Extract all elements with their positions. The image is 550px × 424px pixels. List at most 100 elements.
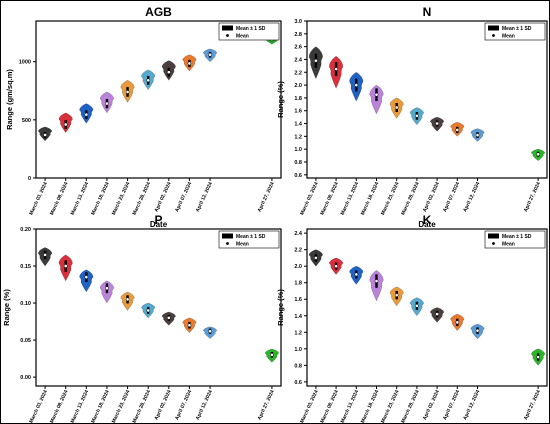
x-tick-label: March 08, 2024 [49, 389, 70, 423]
y-tick-label: 2.0 [294, 83, 302, 89]
x-tick-label: April 02, 2024 [422, 389, 441, 421]
legend-box [484, 230, 546, 249]
chart-title: AGB [145, 5, 172, 19]
y-tick-label: 500 [22, 118, 31, 124]
mean-point-5 [415, 303, 419, 308]
legend-mean-swatch [492, 34, 495, 37]
y-axis-label: Range (gm/sq.m) [5, 69, 14, 130]
x-tick-label: March 23, 2024 [111, 389, 132, 423]
mean-point-8 [475, 328, 480, 333]
x-tick-label: March 03, 2024 [28, 181, 49, 216]
plot-area-border [306, 20, 548, 179]
x-tick-label: March 23, 2024 [380, 389, 401, 423]
x-tick-label: March 18, 2024 [90, 181, 111, 216]
mean-point-7 [187, 323, 192, 328]
mean-point-4 [125, 90, 130, 94]
y-tick-label: 2.2 [294, 248, 302, 254]
legend: Mean ± 1 SD Mean [218, 22, 280, 41]
y-tick-label: 0.6 [294, 173, 302, 179]
y-tick-label: 1.6 [294, 109, 302, 115]
y-axis-label: Range (%) [276, 81, 285, 118]
y-tick-label: 1.6 [294, 297, 302, 303]
mean-point-6 [166, 316, 171, 320]
x-tick-label: April 07, 2024 [442, 181, 461, 213]
chart-panel-n: N 0.6 0.8 1.0 1.2 1.4 1.6 1.8 2.0 2.2 2.4 2.6 2.8 3.0… [276, 5, 548, 229]
mean-point-2 [354, 272, 359, 277]
x-tick-label: April 27, 2024 [523, 389, 542, 421]
legend-box [484, 22, 546, 41]
mean-point-6 [166, 70, 171, 75]
mean-point-0 [43, 253, 47, 257]
legend: Mean ± 1 SD Mean [218, 230, 280, 249]
plot-area-border [306, 228, 548, 387]
mean-point-8 [475, 133, 480, 137]
legend-sd-swatch [488, 233, 499, 239]
mean-point-9 [270, 353, 274, 357]
x-tick-label: March 23, 2024 [380, 181, 401, 216]
x-tick-label: April 07, 2024 [442, 389, 461, 421]
mean-point-5 [415, 113, 419, 118]
mean-point-3 [105, 101, 109, 106]
chart-panel-agb: AGB 0 500 1000 Range (gm/sq.m) March 03, 2024… [5, 5, 282, 229]
y-tick-label: 3.0 [294, 19, 302, 25]
mean-point-2 [354, 83, 359, 87]
chart-title: P [154, 213, 162, 227]
mean-point-5 [146, 308, 151, 313]
legend-sd-swatch [488, 25, 499, 31]
y-tick-label: 1.8 [294, 281, 302, 287]
x-tick-label: April 12, 2024 [195, 389, 214, 421]
chart-title: K [423, 213, 432, 227]
mean-point-7 [455, 128, 460, 132]
x-tick-label: March 03, 2024 [28, 389, 49, 423]
mean-point-4 [125, 297, 130, 302]
mean-point-9 [536, 355, 540, 359]
y-tick-label: 2.6 [294, 45, 302, 51]
y-tick-label: 1.4 [294, 314, 303, 320]
x-tick-label: March 18, 2024 [360, 181, 381, 216]
mean-point-1 [334, 264, 338, 269]
y-axis-label: Range (%) [276, 289, 285, 326]
mean-point-6 [435, 121, 439, 126]
y-tick-label: 0.6 [294, 380, 302, 386]
mean-point-1 [63, 264, 68, 268]
x-tick-label: April 02, 2024 [422, 181, 441, 213]
mean-point-0 [43, 133, 47, 137]
mean-point-7 [187, 61, 192, 66]
legend-sd-swatch [222, 233, 233, 239]
x-tick-label: April 07, 2024 [174, 389, 193, 421]
legend-sd-swatch [222, 25, 233, 31]
x-tick-label: April 07, 2024 [174, 181, 193, 213]
mean-point-5 [146, 78, 151, 83]
x-tick-label: March 28, 2024 [132, 181, 153, 216]
legend-mean-swatch [226, 34, 229, 37]
y-tick-label: 0.10 [20, 301, 31, 307]
x-tick-label: March 13, 2024 [340, 181, 361, 216]
chart-title: N [423, 5, 432, 19]
y-tick-label: 0.15 [20, 264, 31, 270]
y-tick-label: 1.2 [294, 134, 302, 140]
y-tick-label: 1.2 [294, 330, 302, 336]
plot-area-border [35, 228, 282, 387]
x-tick-label: March 18, 2024 [90, 389, 111, 423]
legend-mean-label: Mean [236, 34, 249, 40]
y-tick-label: 0.20 [20, 227, 31, 233]
x-tick-label: March 03, 2024 [299, 389, 320, 423]
x-tick-label: April 12, 2024 [195, 181, 214, 213]
plot-area-border [35, 20, 282, 179]
mean-point-9 [536, 152, 540, 157]
x-tick-label: March 18, 2024 [360, 389, 381, 423]
legend-mean-label: Mean [236, 242, 249, 248]
x-tick-label: March 28, 2024 [132, 389, 153, 423]
x-tick-label: March 13, 2024 [70, 181, 91, 216]
y-tick-label: 1.8 [294, 96, 302, 102]
mean-point-6 [435, 312, 439, 316]
legend-sd-label: Mean ± 1 SD [236, 234, 266, 240]
mean-point-8 [208, 329, 212, 334]
mean-point-0 [314, 58, 318, 63]
y-tick-label: 1000 [19, 60, 31, 66]
x-tick-label: April 02, 2024 [154, 389, 173, 421]
chart-panel-p: P 0.00 0.05 0.10 0.15 0.20 Range (%) March 03, … [2, 213, 282, 423]
x-tick-label: March 08, 2024 [319, 181, 340, 216]
x-axis-label: Date [150, 220, 168, 229]
